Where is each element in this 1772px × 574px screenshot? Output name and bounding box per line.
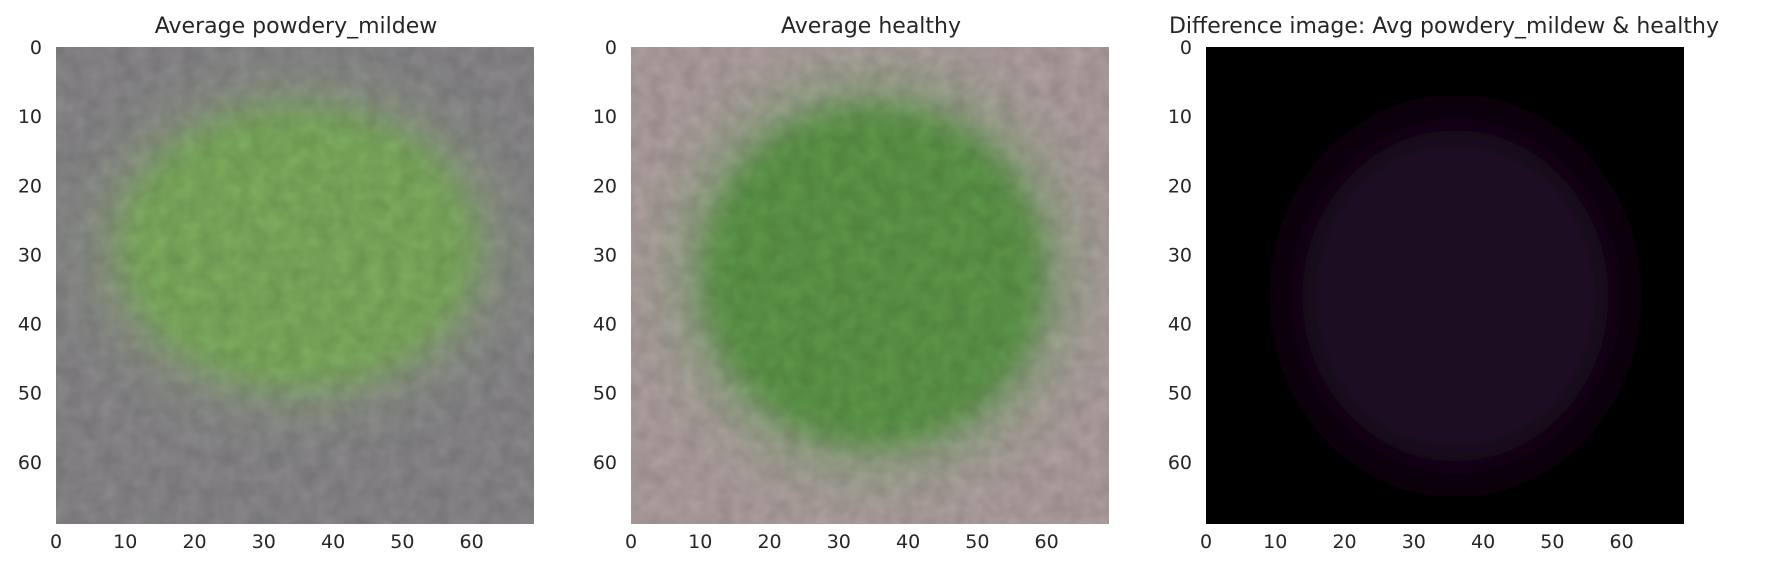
panel-2-image-texture xyxy=(631,47,1109,524)
panel-1-x-tick-label: 50 xyxy=(390,531,414,553)
panel-2-y-ticks: 0 10 20 30 40 50 60 xyxy=(593,37,617,474)
panel-1-y-ticks: 0 10 20 30 40 50 60 xyxy=(18,37,42,474)
panel-1-x-tick-label: 10 xyxy=(113,531,137,553)
panel-2-y-tick-label: 50 xyxy=(593,383,617,405)
panel-2: Average healthy 0 10 20 30 40 50 60 0 10 20 30 40 5… xyxy=(593,14,1109,553)
panel-1-y-tick-label: 0 xyxy=(30,37,42,59)
panel-3-plot-area xyxy=(1206,47,1684,524)
panel-2-y-tick-label: 60 xyxy=(593,452,617,474)
panel-3-y-tick-label: 0 xyxy=(1180,37,1192,59)
panel-2-y-tick-label: 0 xyxy=(605,37,617,59)
panel-1-title: Average powdery_mildew xyxy=(155,14,437,39)
panel-1-y-tick-label: 30 xyxy=(18,244,42,266)
panel-2-x-tick-label: 0 xyxy=(625,531,637,553)
panel-1-plot-area xyxy=(56,47,534,524)
panel-2-y-tick-label: 30 xyxy=(593,244,617,266)
panel-3-y-tick-label: 50 xyxy=(1168,383,1192,405)
panel-1-y-tick-label: 40 xyxy=(18,314,42,336)
panel-3-x-tick-label: 10 xyxy=(1263,531,1287,553)
panel-1-x-tick-label: 20 xyxy=(182,531,206,553)
panel-2-y-tick-label: 40 xyxy=(593,314,617,336)
panel-2-y-tick-label: 10 xyxy=(593,106,617,128)
panel-1-x-tick-label: 30 xyxy=(252,531,276,553)
panel-2-x-tick-label: 20 xyxy=(757,531,781,553)
panel-1: Average powdery_mildew 0 10 20 30 40 50 60 0 10… xyxy=(18,14,534,553)
panel-1-x-tick-label: 40 xyxy=(321,531,345,553)
panel-2-x-tick-label: 60 xyxy=(1035,531,1059,553)
panel-1-y-tick-label: 60 xyxy=(18,452,42,474)
panel-1-x-tick-label: 60 xyxy=(460,531,484,553)
panel-2-x-tick-label: 10 xyxy=(688,531,712,553)
panel-3-x-tick-label: 0 xyxy=(1200,531,1212,553)
panel-1-y-tick-label: 10 xyxy=(18,106,42,128)
panel-3-y-tick-label: 40 xyxy=(1168,314,1192,336)
panel-3: Difference image: Avg powdery_mildew & h… xyxy=(1168,14,1719,553)
panel-3-x-tick-label: 40 xyxy=(1471,531,1495,553)
panel-3-x-ticks: 0 10 20 30 40 50 60 xyxy=(1200,531,1634,553)
panel-3-y-tick-label: 20 xyxy=(1168,175,1192,197)
panel-3-x-tick-label: 60 xyxy=(1610,531,1634,553)
panel-1-x-tick-label: 0 xyxy=(50,531,62,553)
panel-3-y-tick-label: 60 xyxy=(1168,452,1192,474)
panel-3-title: Difference image: Avg powdery_mildew & h… xyxy=(1169,14,1719,39)
panel-2-title: Average healthy xyxy=(781,14,961,39)
panel-2-y-tick-label: 20 xyxy=(593,175,617,197)
panel-1-x-ticks: 0 10 20 30 40 50 60 xyxy=(50,531,484,553)
panel-3-y-ticks: 0 10 20 30 40 50 60 xyxy=(1168,37,1192,474)
panel-3-x-tick-label: 30 xyxy=(1402,531,1426,553)
panel-1-image-texture xyxy=(56,47,534,524)
panel-3-y-tick-label: 30 xyxy=(1168,244,1192,266)
panel-2-x-tick-label: 50 xyxy=(965,531,989,553)
panel-2-x-ticks: 0 10 20 30 40 50 60 xyxy=(625,531,1059,553)
panel-3-x-tick-label: 20 xyxy=(1332,531,1356,553)
panel-2-x-tick-label: 30 xyxy=(827,531,851,553)
panel-1-y-tick-label: 20 xyxy=(18,175,42,197)
panel-1-y-tick-label: 50 xyxy=(18,383,42,405)
panel-2-plot-area xyxy=(631,47,1109,524)
panel-3-y-tick-label: 10 xyxy=(1168,106,1192,128)
panel-3-x-tick-label: 50 xyxy=(1540,531,1564,553)
panel-3-leaf xyxy=(1302,130,1609,462)
panel-2-x-tick-label: 40 xyxy=(896,531,920,553)
